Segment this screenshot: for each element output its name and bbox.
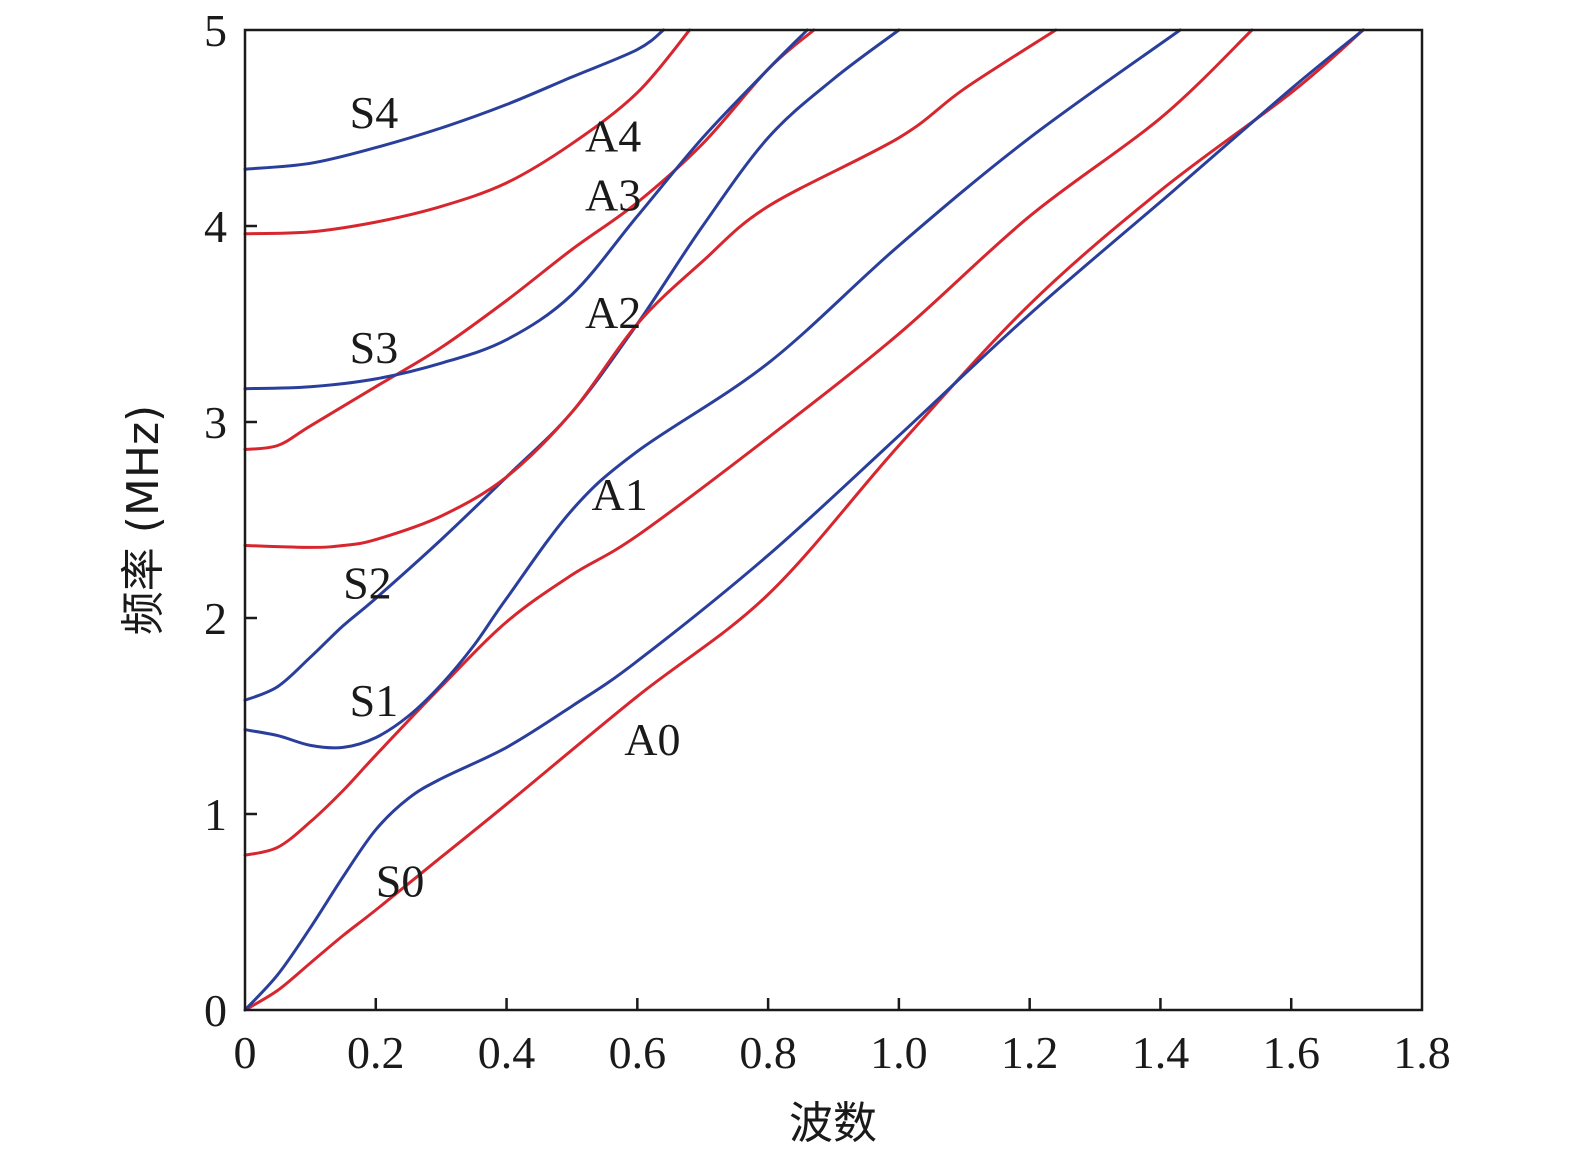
mode-label-s4: S4 [350,87,399,138]
mode-labels: A0 S0 A1 S1 S2 A2 A3 S3 A4 S4 [343,87,680,906]
x-tick-label: 0.2 [347,1027,405,1078]
mode-label-s2: S2 [343,557,392,608]
y-tick-label: 4 [204,201,227,252]
y-tick-label: 2 [204,593,227,644]
mode-label-a2: A2 [585,287,641,338]
mode-label-a1: A1 [592,469,648,520]
mode-label-s0: S0 [376,855,425,906]
x-tick-label: 1.2 [1001,1027,1059,1078]
y-axis-title: 频率 (MHz) [118,405,169,635]
x-tick-label: 0 [234,1027,257,1078]
x-tick-label: 0.6 [609,1027,667,1078]
curve-a3 [243,28,816,451]
curve-a4 [243,28,692,236]
curve-s4 [243,28,665,171]
x-tick-label: 0.4 [478,1027,536,1078]
x-tick-labels: 0 0.2 0.4 0.6 0.8 1.0 1.2 1.4 1.6 1.8 [234,1027,1451,1078]
curve-a0 [243,28,1365,1012]
curve-s0 [243,28,1365,1012]
axis-ticks [245,224,1293,1010]
y-tick-label: 3 [204,397,227,448]
x-tick-label: 0.8 [739,1027,797,1078]
x-axis-title: 波数 [789,1098,877,1149]
y-tick-label: 0 [204,985,227,1036]
curve-a1 [243,28,1254,857]
mode-label-a4: A4 [585,111,641,162]
y-tick-label: 5 [204,5,227,56]
x-tick-label: 1.6 [1262,1027,1320,1078]
mode-curves [243,28,1365,1012]
x-tick-label: 1.8 [1393,1027,1451,1078]
plot-frame [243,28,1424,1012]
x-tick-label: 1.4 [1132,1027,1190,1078]
mode-label-s1: S1 [350,675,399,726]
y-tick-labels: 0 1 2 3 4 5 [204,5,227,1036]
curve-a2 [243,28,1058,549]
curve-s3 [243,28,809,391]
mode-label-s3: S3 [350,322,399,373]
y-tick-label: 1 [204,789,227,840]
curve-s1 [243,28,1182,750]
mode-label-a3: A3 [585,169,641,220]
mode-label-a0: A0 [624,714,680,765]
x-tick-label: 1.0 [870,1027,928,1078]
